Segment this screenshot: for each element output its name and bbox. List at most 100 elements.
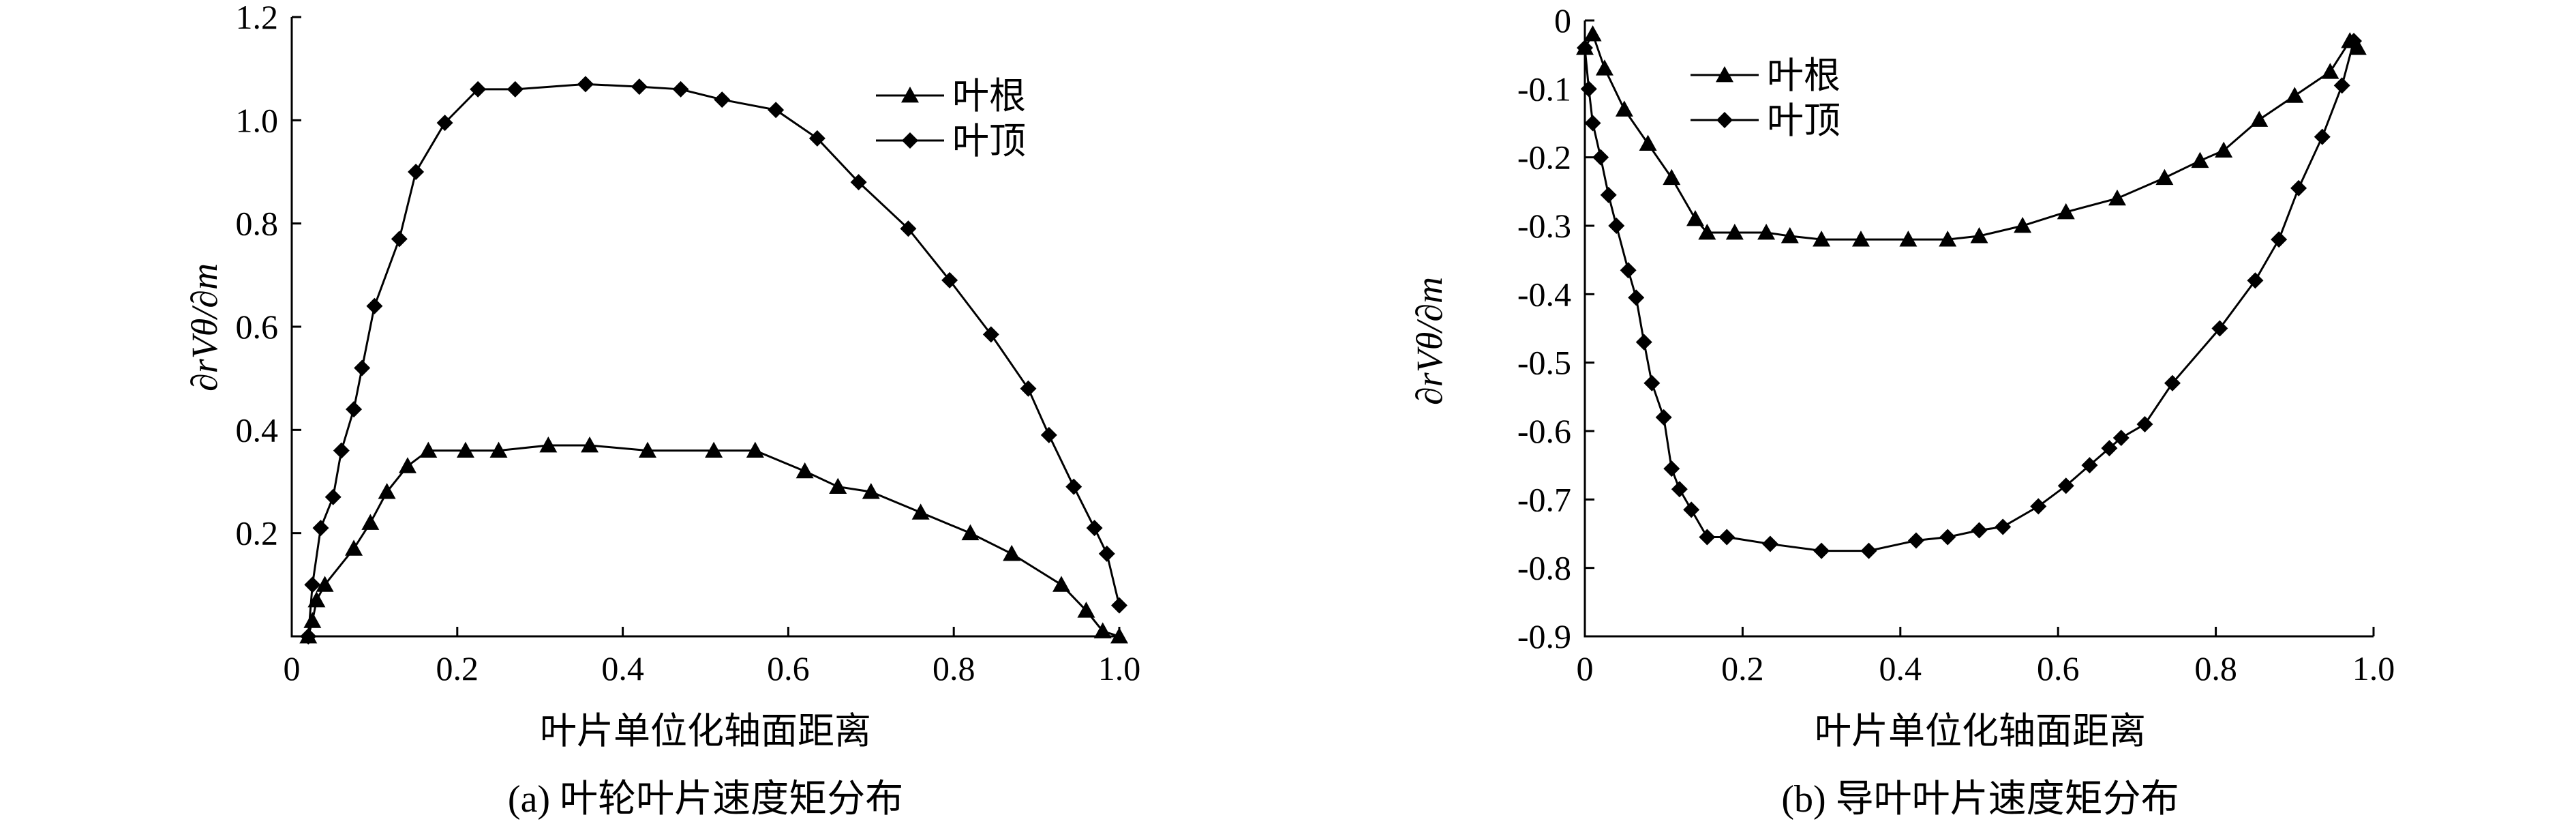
y-tick-label: -0.2 <box>1517 138 1571 177</box>
data-point-triangle <box>1813 231 1831 247</box>
data-point-diamond <box>1580 80 1597 98</box>
data-point-diamond <box>1065 478 1082 495</box>
data-point-diamond <box>2112 430 2130 447</box>
data-point-triangle <box>419 441 438 458</box>
data-point-diamond <box>850 174 867 191</box>
data-point-diamond <box>1584 115 1601 132</box>
data-point-diamond <box>1628 289 1645 306</box>
data-point-diamond <box>1111 597 1127 614</box>
data-point-diamond <box>1040 426 1057 443</box>
data-point-triangle <box>705 441 723 458</box>
y-tick-label: -0.1 <box>1517 70 1571 108</box>
data-point-diamond <box>2081 457 2098 474</box>
series-line-diamond <box>307 83 1121 637</box>
data-point-triangle <box>1939 231 1957 247</box>
data-point-triangle <box>795 462 814 479</box>
data-point-diamond <box>1995 518 2012 535</box>
data-point-diamond <box>2290 179 2307 196</box>
x-tick-label: 0 <box>1577 649 1594 687</box>
y-axis-a: 0.2 0.4 0.6 0.8 1.0 1.2 <box>236 0 301 552</box>
data-point-triangle <box>1052 576 1071 592</box>
data-point-diamond <box>1577 40 1593 57</box>
data-point-triangle <box>911 503 930 520</box>
x-axis-a: 0 0.2 0.4 0.6 0.8 1.0 <box>284 627 1141 687</box>
legend-marker-triangle <box>1716 66 1733 83</box>
data-point-triangle <box>1781 227 1799 243</box>
y-axis-title-b: ∂rVθ/∂m <box>1409 277 1450 405</box>
data-point-diamond <box>2057 477 2074 494</box>
data-point-diamond <box>1663 460 1680 477</box>
y-tick-label: 0 <box>1554 1 1571 40</box>
data-point-triangle <box>639 441 657 458</box>
data-point-triangle <box>2286 87 2304 103</box>
data-point-diamond <box>1592 149 1609 166</box>
data-point-triangle <box>1725 224 1744 240</box>
data-point-diamond <box>714 91 731 108</box>
data-point-diamond <box>1086 520 1103 537</box>
data-point-triangle <box>398 457 416 473</box>
data-point-triangle <box>1639 134 1657 151</box>
data-point-triangle <box>961 524 980 541</box>
plot-area-b <box>1576 25 2367 559</box>
data-point-diamond <box>312 520 329 537</box>
data-point-diamond <box>1635 334 1652 351</box>
data-point-triangle <box>1698 224 1716 240</box>
data-point-diamond <box>391 231 408 248</box>
chart-panel-b: 0 0.2 0.4 0.6 0.8 1.0 0 -0.1 -0.2 -0.3 -0.4 -0.5 -0… <box>1409 1 2395 820</box>
data-point-diamond <box>1020 380 1037 397</box>
data-point-triangle <box>2250 110 2269 127</box>
data-point-triangle <box>316 576 334 592</box>
caption-a: (a) 叶轮叶片速度矩分布 <box>508 778 903 820</box>
data-point-triangle <box>1899 231 1918 247</box>
data-point-triangle <box>862 483 880 499</box>
x-tick-label: 0.4 <box>601 649 644 687</box>
data-point-diamond <box>506 80 524 98</box>
plot-area-a <box>299 76 1128 645</box>
y-tick-label: 1.0 <box>236 101 279 139</box>
caption-b: (b) 导叶叶片速度矩分布 <box>1781 778 2179 820</box>
data-point-diamond <box>354 359 371 376</box>
data-point-triangle <box>2155 168 2174 186</box>
x-tick-label: 1.0 <box>1098 649 1141 687</box>
data-point-triangle <box>1003 544 1021 561</box>
y-tick-label: 1.2 <box>236 0 279 36</box>
data-point-diamond <box>366 297 383 314</box>
data-point-diamond <box>1608 218 1625 234</box>
data-point-diamond <box>982 326 999 343</box>
data-point-diamond <box>2211 320 2228 337</box>
data-point-diamond <box>470 80 487 98</box>
data-point-diamond <box>1860 542 1877 559</box>
data-point-triangle <box>1663 168 1681 186</box>
data-point-triangle <box>1851 231 1870 247</box>
data-point-triangle <box>2191 151 2209 168</box>
data-point-diamond <box>1620 262 1637 279</box>
x-axis-title-a: 叶片单位化轴面距离 <box>540 711 871 752</box>
legend-marker-diamond <box>1716 112 1733 128</box>
series-line-diamond <box>1584 40 2355 552</box>
data-point-triangle <box>2014 217 2032 233</box>
series-line-triangle <box>307 444 1120 638</box>
data-point-diamond <box>1813 542 1830 559</box>
y-tick-label: 0.2 <box>236 514 279 552</box>
x-axis-b: 0 0.2 0.4 0.6 0.8 1.0 <box>1577 627 2395 687</box>
data-point-triangle <box>1093 622 1112 638</box>
series-line-triangle <box>1584 31 2359 241</box>
legend-label: 叶根 <box>952 76 1026 117</box>
data-point-diamond <box>1643 374 1661 391</box>
x-tick-label: 0.6 <box>2037 649 2080 687</box>
data-point-triangle <box>1757 224 1776 240</box>
y-tick-label: -0.8 <box>1517 549 1571 587</box>
data-point-diamond <box>324 488 342 505</box>
y-tick-label: -0.3 <box>1517 207 1571 245</box>
data-point-triangle <box>456 441 474 458</box>
y-tick-label: -0.4 <box>1517 275 1571 313</box>
x-tick-label: 0.2 <box>436 649 479 687</box>
data-point-triangle <box>829 477 847 494</box>
data-point-triangle <box>539 437 558 453</box>
data-point-diamond <box>1907 532 1924 549</box>
x-tick-label: 0.8 <box>933 649 975 687</box>
legend-label: 叶根 <box>1767 55 1840 96</box>
